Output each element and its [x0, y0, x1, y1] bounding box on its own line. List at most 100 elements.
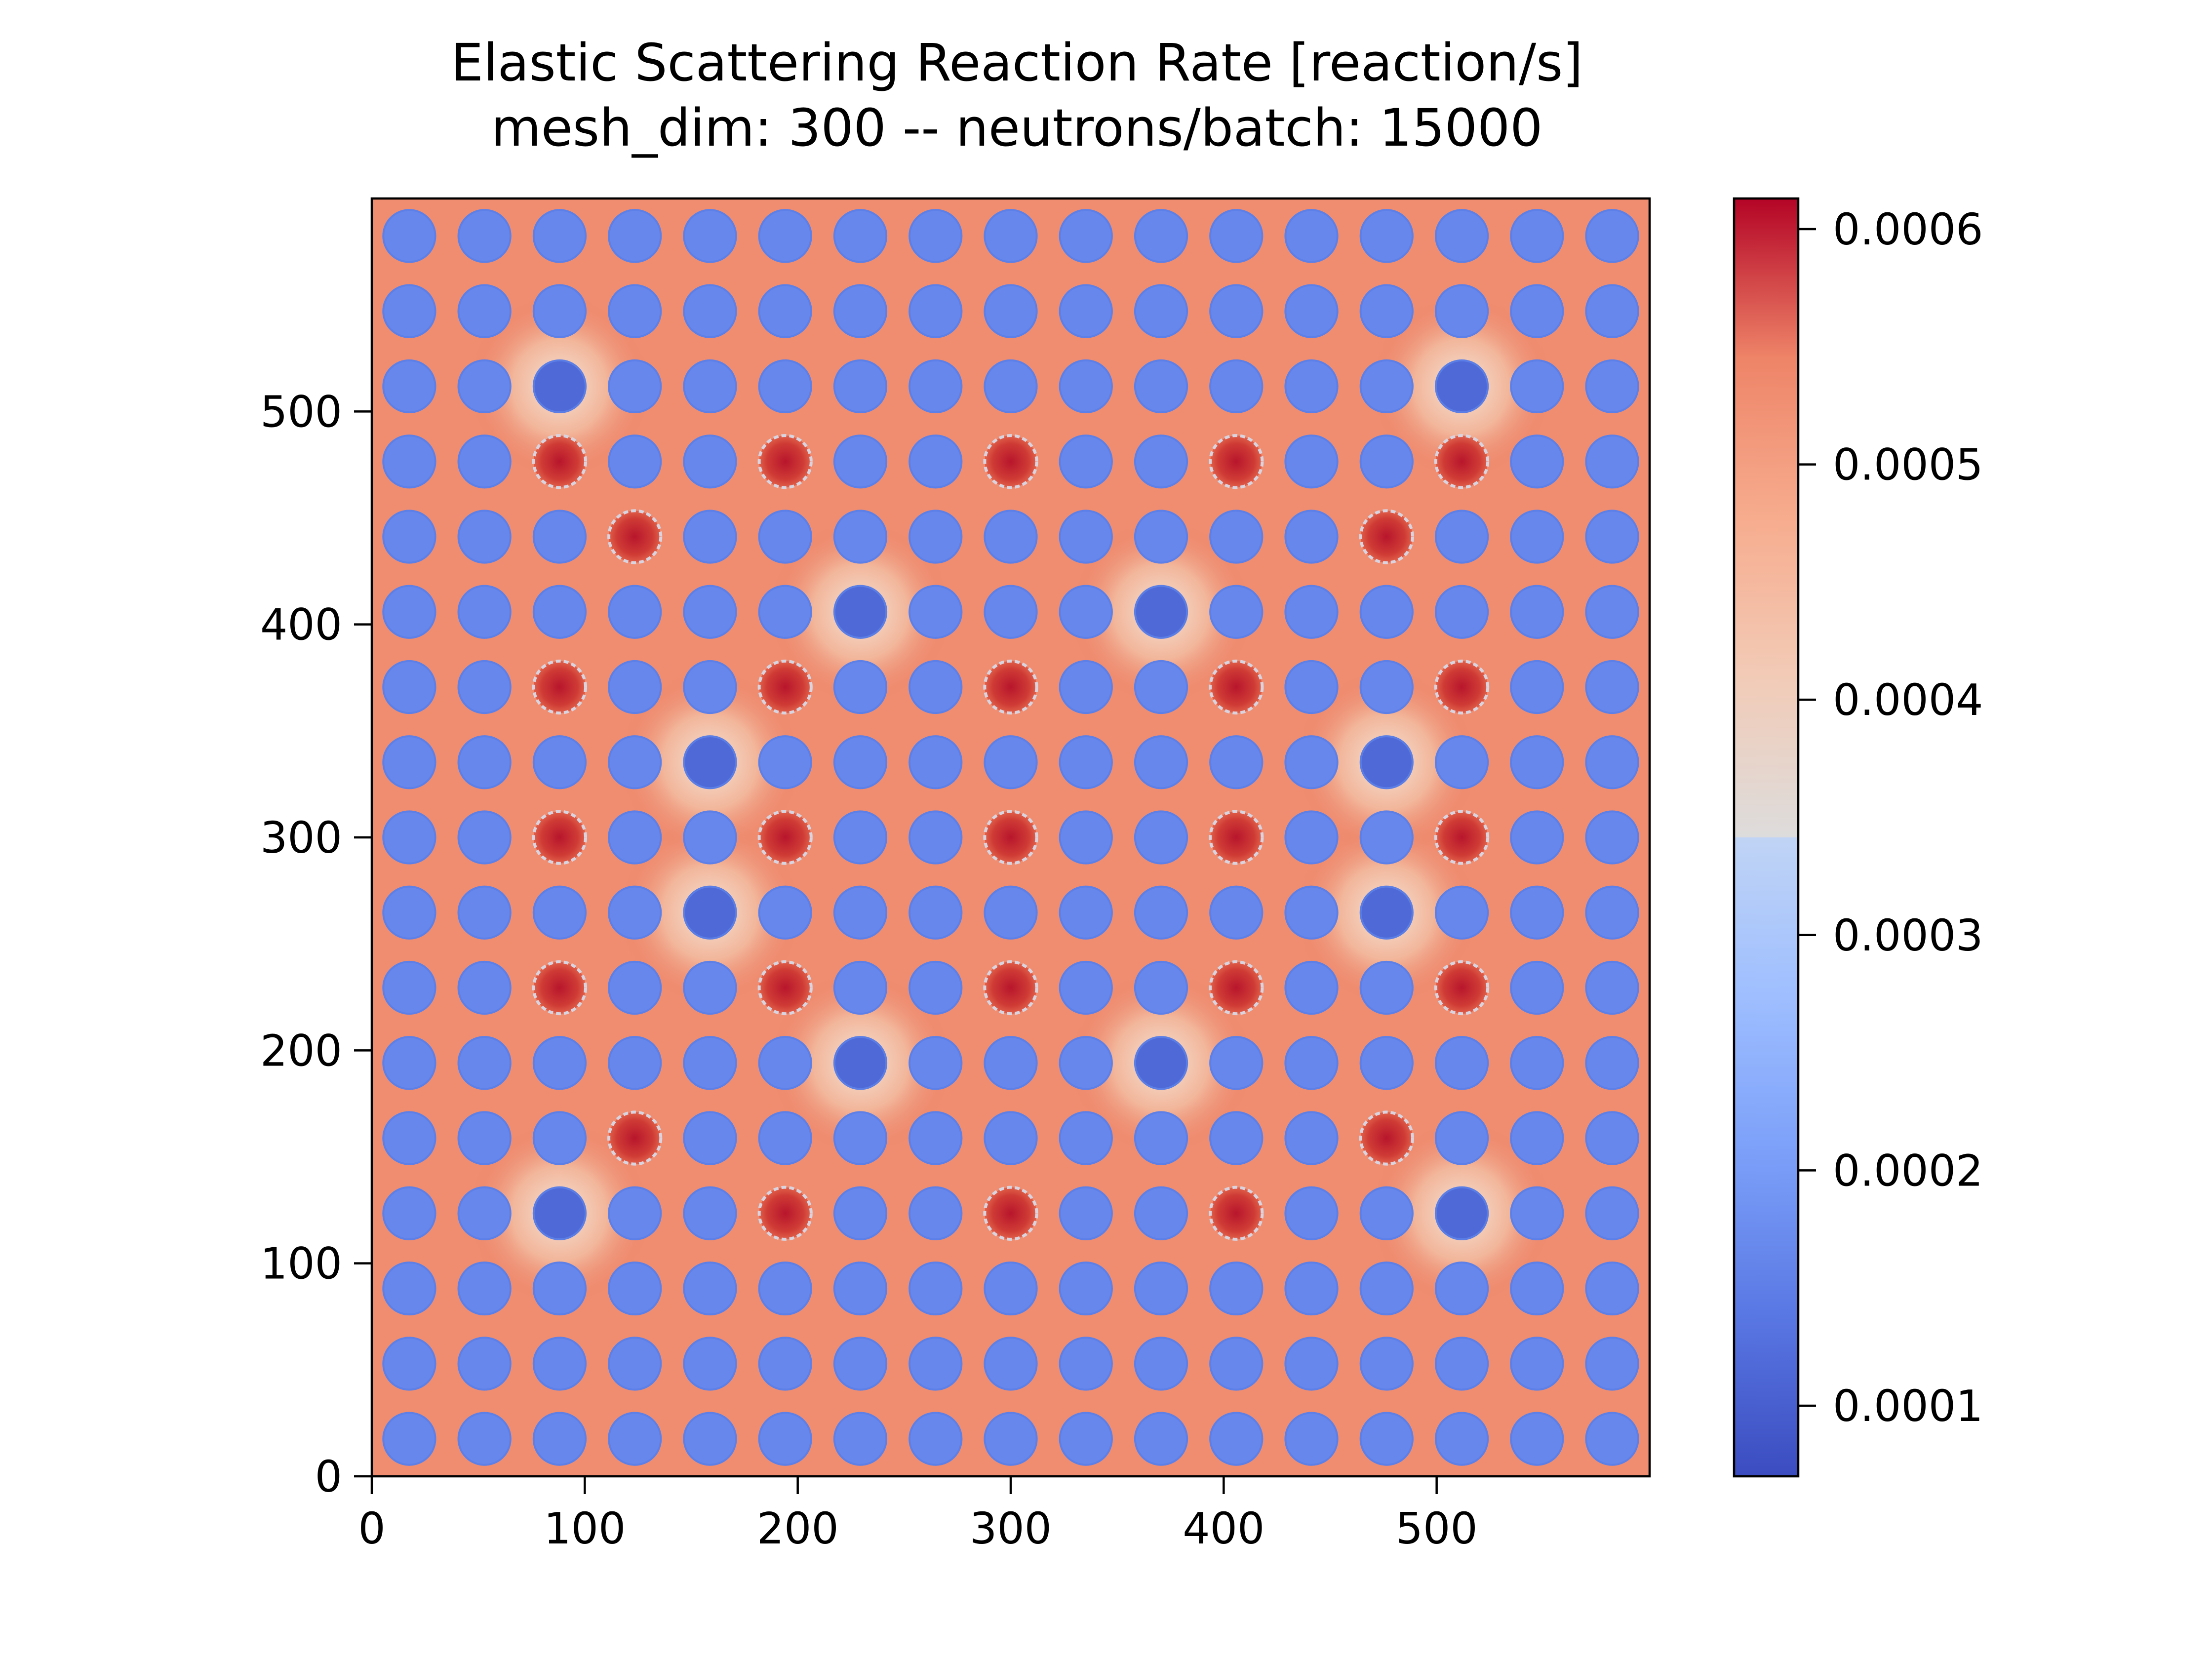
fuel-pin-cell — [1134, 1261, 1188, 1316]
fuel-pin-cell — [1284, 1186, 1339, 1240]
guide-tube-cell — [1209, 810, 1264, 865]
fuel-pin-cell — [382, 1186, 436, 1240]
fuel-pin-cell — [532, 585, 587, 639]
fuel-pin-cell — [984, 284, 1038, 338]
fuel-pin-cell — [608, 284, 662, 338]
fuel-pin-cell — [1359, 284, 1414, 338]
fuel-pin-cell — [908, 359, 963, 414]
fuel-pin-cell — [1510, 510, 1564, 564]
fuel-pin-cell — [1359, 1036, 1414, 1090]
fuel-pin-cell — [1585, 359, 1639, 414]
fuel-pin-cell — [1510, 1412, 1564, 1466]
fuel-pin-cell — [532, 885, 587, 940]
fuel-pin-cell — [1585, 209, 1639, 263]
fuel-pin-cell — [532, 1337, 587, 1391]
fuel-pin-cell — [1585, 1186, 1639, 1240]
fuel-pin-cell — [457, 359, 512, 414]
fuel-pin-cell — [382, 510, 436, 564]
fuel-pin-cell — [833, 1111, 888, 1165]
fuel-pin-cell — [1209, 735, 1264, 790]
fuel-pin-cell — [683, 660, 737, 714]
guide-tube-cell — [532, 960, 588, 1016]
fuel-pin-cell — [382, 434, 436, 489]
fuel-pin-cell — [1510, 810, 1564, 865]
fuel-pin-cell — [833, 434, 888, 489]
absorber-pin-cell — [683, 735, 737, 790]
fuel-pin-cell — [1134, 510, 1188, 564]
fuel-pin-cell — [1284, 1111, 1339, 1165]
fuel-pin-cell — [908, 810, 963, 865]
y-tick-label: 400 — [260, 600, 342, 650]
fuel-pin-cell — [1059, 510, 1113, 564]
fuel-pin-cell — [1059, 885, 1113, 940]
fuel-pin-cell — [908, 1036, 963, 1090]
fuel-pin-cell — [758, 1111, 812, 1165]
fuel-pin-cell — [758, 1261, 812, 1316]
fuel-pin-cell — [984, 1337, 1038, 1391]
fuel-pin-cell — [382, 735, 436, 790]
fuel-pin-cell — [1359, 359, 1414, 414]
fuel-pin-cell — [1510, 359, 1564, 414]
colorbar-tick-label: 0.0004 — [1833, 675, 1983, 725]
fuel-pin-cell — [833, 1261, 888, 1316]
fuel-pin-cell — [1209, 885, 1264, 940]
fuel-pin-cell — [758, 1337, 812, 1391]
fuel-pin-cell — [758, 359, 812, 414]
absorber-halo-layer — [466, 292, 1556, 1307]
x-tick-label: 200 — [757, 1503, 839, 1554]
fuel-pin-cell — [1284, 1337, 1339, 1391]
fuel-pin-cell — [1209, 1261, 1264, 1316]
fuel-pin-cell — [984, 1111, 1038, 1165]
guide-tube-cell — [1434, 434, 1490, 489]
fuel-pin-cell — [908, 1337, 963, 1391]
fuel-pin-cell — [1434, 1111, 1489, 1165]
fuel-pin-cell — [532, 209, 587, 263]
fuel-pin-cell — [1585, 284, 1639, 338]
fuel-pin-cell — [1134, 735, 1188, 790]
fuel-pin-cell — [1134, 209, 1188, 263]
absorber-pin-cell — [532, 359, 587, 414]
fuel-pin-cell — [1434, 585, 1489, 639]
guide-tube-cell — [607, 509, 663, 564]
guide-tube-cell — [1209, 659, 1264, 715]
fuel-pin-cell — [683, 434, 737, 489]
fuel-pin-cell — [1134, 1337, 1188, 1391]
fuel-pin-cell — [833, 284, 888, 338]
guide-tube-cell — [1209, 1185, 1264, 1241]
fuel-pin-cell — [833, 735, 888, 790]
fuel-pin-cell — [1134, 359, 1188, 414]
guide-tube-cell — [983, 434, 1038, 489]
fuel-pin-cell — [532, 1036, 587, 1090]
absorber-pin-cell — [1434, 1186, 1489, 1240]
fuel-pin-cell — [1434, 735, 1489, 790]
fuel-pin-cell — [1059, 1412, 1113, 1466]
fuel-pin-cell — [1585, 810, 1639, 865]
fuel-pin-cell — [683, 1261, 737, 1316]
fuel-pin-cell — [1059, 359, 1113, 414]
fuel-pin-cell — [1059, 960, 1113, 1015]
colorbar-ticks: 0.0001 0.0002 0.0003 0.0004 0.0005 0.0006 — [1798, 204, 1983, 1431]
fuel-pin-cell — [382, 885, 436, 940]
fuel-pin-cell — [1510, 1111, 1564, 1165]
fuel-pin-cell — [1585, 735, 1639, 790]
fuel-pin-cell — [1284, 359, 1339, 414]
fuel-pin-cell — [532, 1412, 587, 1466]
fuel-pin-cell — [683, 209, 737, 263]
colorbar-tick-label: 0.0005 — [1833, 440, 1983, 490]
fuel-pin-cell — [608, 1412, 662, 1466]
fuel-pin-cell — [1510, 209, 1564, 263]
fuel-pin-cell — [1059, 810, 1113, 865]
fuel-pin-cell — [683, 284, 737, 338]
fuel-pin-cell — [1585, 1412, 1639, 1466]
fuel-pin-cell — [1434, 1036, 1489, 1090]
fuel-pin-cell — [532, 510, 587, 564]
fuel-pin-cell — [1510, 284, 1564, 338]
fuel-pin-cell — [1284, 510, 1339, 564]
fuel-pin-cell — [1284, 885, 1339, 940]
fuel-pin-cell — [1434, 284, 1489, 338]
fuel-pin-cell — [1209, 1111, 1264, 1165]
fuel-pin-cell — [1134, 1412, 1188, 1466]
fuel-pin-cell — [833, 510, 888, 564]
fuel-pin-cell — [382, 1412, 436, 1466]
fuel-pin-cell — [833, 209, 888, 263]
